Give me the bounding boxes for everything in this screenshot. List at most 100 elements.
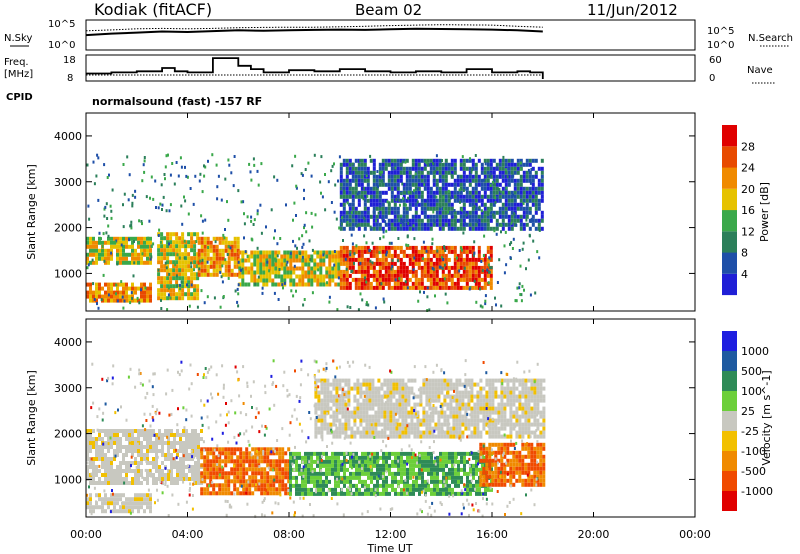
echo-cell [402, 218, 406, 223]
echo-cell [335, 402, 339, 407]
echo-cell [455, 426, 459, 431]
echo-cell [345, 182, 349, 187]
echo-cell [449, 410, 453, 415]
echo-cell [385, 253, 388, 257]
echo-cell [125, 260, 128, 265]
echo-cell [157, 252, 161, 257]
echo-cell [327, 180, 330, 184]
echo-cell [182, 433, 185, 437]
echo-cell [363, 269, 367, 274]
echo-cell [498, 174, 502, 179]
echo-cell [369, 202, 373, 207]
echo-cell [253, 278, 257, 283]
echo-cell [395, 406, 399, 411]
echo-cell [110, 240, 113, 245]
echo-cell [537, 182, 541, 187]
echo-cell [149, 257, 152, 261]
echo-cell [450, 213, 453, 217]
echo-cell [295, 282, 299, 287]
echo-cell [170, 429, 173, 433]
echo-cell [343, 471, 346, 476]
echo-cell [116, 252, 119, 257]
echo-cell [218, 252, 222, 257]
echo-cell [337, 455, 340, 460]
echo-cell [187, 252, 191, 257]
echo-cell [227, 475, 231, 480]
echo-cell [453, 186, 457, 191]
echo-cell [501, 218, 505, 223]
echo-cell [447, 198, 451, 203]
echo-cell [401, 386, 405, 391]
echo-cell [256, 209, 259, 213]
echo-cell [155, 465, 158, 469]
echo-cell [366, 174, 370, 179]
echo-cell [483, 186, 487, 191]
echo-cell [401, 382, 405, 387]
echo-cell [134, 298, 137, 303]
echo-cell [215, 260, 219, 265]
echo-cell [406, 459, 409, 464]
echo-cell [176, 477, 179, 481]
colorbar-swatch [722, 188, 737, 211]
echo-cell [379, 455, 382, 460]
echo-cell [415, 463, 418, 468]
echo-cell [98, 477, 101, 481]
echo-cell [266, 475, 270, 480]
echo-cell [366, 281, 370, 286]
echo-cell [203, 491, 207, 496]
echo-cell [104, 282, 107, 287]
echo-cell [433, 463, 436, 468]
echo-cell [350, 211, 353, 215]
echo-cell [455, 398, 459, 403]
echo-cell [381, 277, 385, 282]
echo-cell [134, 497, 137, 502]
echo-cell [390, 261, 394, 266]
echo-cell [334, 451, 337, 456]
echo-cell [137, 469, 140, 473]
echo-cell [437, 426, 441, 431]
echo-cell [371, 386, 375, 391]
echo-cell [455, 390, 459, 395]
echo-cell [372, 206, 376, 211]
echo-cell [417, 182, 421, 187]
echo-cell [525, 174, 529, 179]
echo-cell [507, 214, 511, 219]
echo-cell [181, 272, 185, 277]
echo-cell [444, 162, 448, 167]
echo-cell [394, 475, 397, 480]
echo-cell [107, 282, 110, 287]
echo-cell [131, 240, 134, 245]
echo-cell [317, 390, 321, 395]
echo-cell [402, 198, 406, 203]
echo-cell [399, 245, 403, 250]
echo-cell [332, 386, 336, 391]
echo-cell [480, 198, 484, 203]
echo-cell [396, 253, 400, 258]
echo-cell [452, 418, 456, 423]
echo-cell [345, 166, 349, 171]
echo-cell [364, 479, 367, 484]
echo-cell [95, 473, 98, 477]
echo-cell [374, 426, 378, 431]
echo-cell [489, 202, 493, 207]
echo-cell [381, 166, 385, 171]
echo-cell [323, 386, 327, 391]
echo-cell [285, 203, 287, 207]
echo-cell [259, 262, 263, 267]
echo-cell [405, 198, 409, 203]
echo-cell [119, 477, 122, 481]
echo-cell [384, 281, 388, 286]
echo-cell [131, 248, 134, 253]
echo-cell [190, 276, 194, 281]
echo-cell [525, 162, 529, 167]
echo-cell [425, 430, 429, 435]
echo-cell [212, 491, 216, 496]
echo-cell [259, 258, 263, 263]
echo-cell [486, 257, 490, 262]
echo-cell [363, 170, 367, 175]
echo-cell [516, 190, 520, 195]
echo-cell [388, 467, 391, 472]
echo-cell [436, 249, 439, 253]
echo-cell [283, 262, 287, 267]
